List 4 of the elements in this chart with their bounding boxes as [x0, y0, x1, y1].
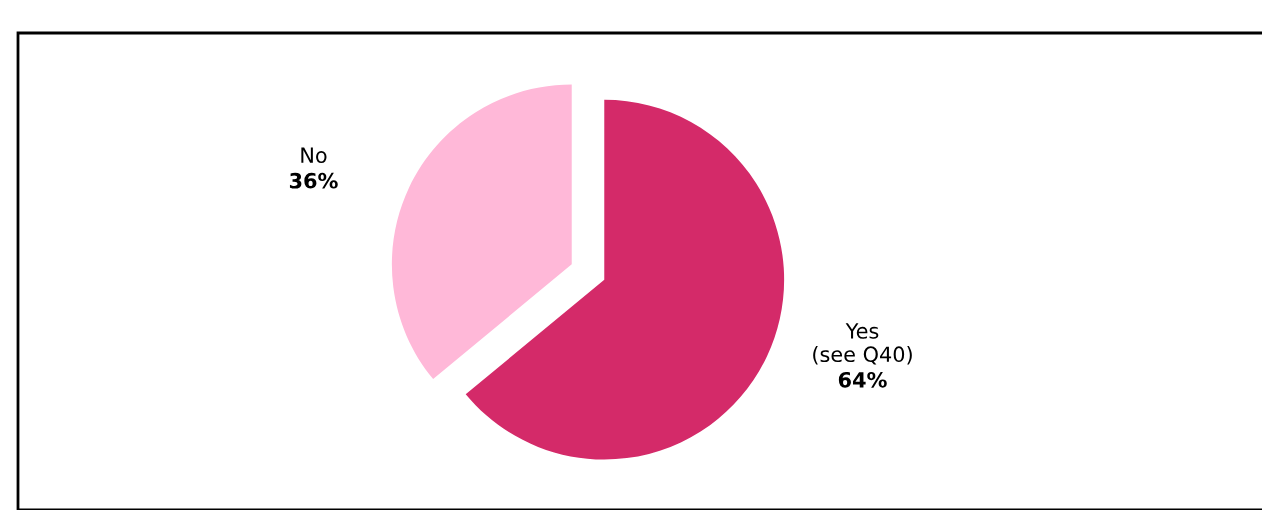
- slice-label: No: [301, 147, 327, 164]
- data-label: 36%: [289, 172, 338, 189]
- data-label: 64%: [838, 371, 887, 388]
- slice-label: Yes (see Q40): [813, 323, 912, 365]
